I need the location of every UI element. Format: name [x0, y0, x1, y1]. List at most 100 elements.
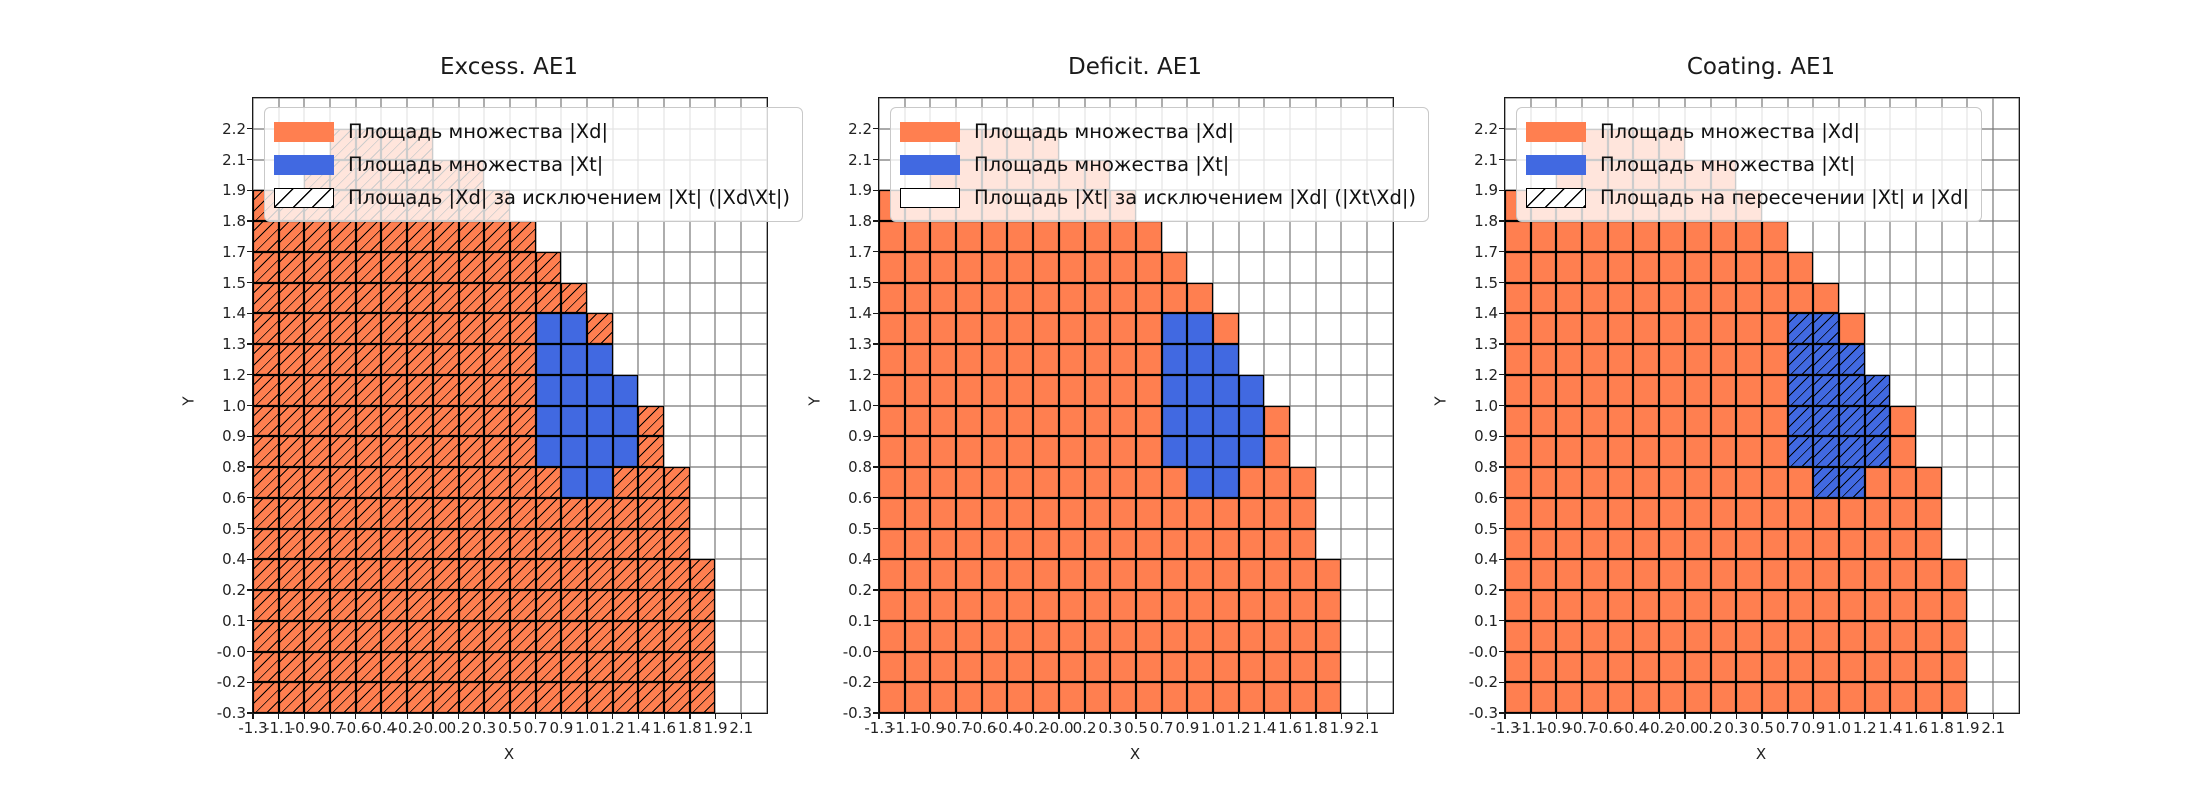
grid-cell	[381, 405, 408, 437]
y-axis-label: Y	[1431, 396, 1450, 406]
y-axis-label: Y	[805, 396, 824, 406]
grid-cell	[1838, 528, 1865, 560]
grid-cell	[1530, 620, 1557, 652]
grid-cell	[1967, 621, 1993, 652]
grid-cell	[278, 651, 305, 683]
x-tick-mark	[955, 713, 957, 719]
grid-cell	[1161, 528, 1188, 560]
y-tick-label: 1.5	[848, 273, 872, 292]
grid-cell	[1761, 651, 1788, 683]
plot-axes: Площадь множества |Xd| Площадь множества…	[1469, 97, 2020, 737]
grid-cell	[1212, 374, 1239, 406]
grid-cell	[1161, 682, 1188, 713]
grid-cell	[278, 497, 305, 529]
grid-cell	[1942, 467, 1968, 498]
grid-cell	[1967, 375, 1993, 406]
legend-swatch-xd	[1526, 121, 1586, 142]
x-tick-label: -1.1	[1516, 719, 1546, 737]
grid-cell	[1316, 529, 1342, 560]
grid-cell	[1290, 528, 1316, 560]
grid-cell	[407, 221, 433, 252]
grid-cell	[586, 436, 613, 467]
grid-cell	[1033, 344, 1059, 375]
x-tick-label: 1.6	[652, 719, 677, 737]
grid-cell	[715, 621, 741, 652]
x-tick-mark	[1315, 713, 1317, 719]
grid-cell	[304, 374, 331, 406]
grid-cell	[1187, 313, 1213, 344]
grid-cell	[1787, 528, 1814, 560]
grid-cell	[690, 375, 716, 406]
y-tick-label: 1.5	[1474, 273, 1498, 292]
grid-cell	[1582, 405, 1608, 437]
y-tick-label: 1.7	[222, 242, 246, 261]
grid-cell	[535, 620, 562, 652]
x-tick-mark	[878, 713, 880, 719]
grid-cell	[407, 282, 433, 314]
grid-cell	[930, 313, 957, 344]
x-tick-label: -0.0	[1044, 719, 1074, 737]
grid-cell	[304, 682, 331, 713]
x-tick-label: -0.0	[1670, 719, 1700, 737]
grid-cell	[612, 651, 639, 683]
grid-cell	[561, 221, 587, 252]
grid-cell	[1556, 620, 1583, 652]
grid-cell	[1864, 559, 1891, 590]
grid-cell	[1967, 252, 1993, 283]
grid-cell	[1942, 406, 1968, 437]
grid-cell	[981, 682, 1008, 713]
grid-cell	[1212, 651, 1239, 683]
grid-cell	[1864, 497, 1891, 529]
grid-cell	[1813, 405, 1839, 437]
y-tick-mark	[873, 220, 879, 222]
grid-cell	[1607, 497, 1634, 529]
grid-cell	[1787, 344, 1814, 375]
grid-cell	[432, 528, 459, 560]
grid-cell	[432, 282, 459, 314]
grid-cell	[253, 251, 279, 283]
grid-cell	[664, 467, 690, 498]
grid-cell	[407, 682, 433, 713]
y-tick-mark	[873, 312, 879, 314]
grid-cell	[664, 651, 690, 683]
grid-cell	[981, 497, 1008, 529]
legend-swatch-xt	[274, 154, 334, 175]
grid-cell	[1213, 221, 1239, 252]
grid-cell	[638, 620, 664, 652]
grid-cell	[1530, 282, 1557, 314]
grid-cell	[535, 497, 562, 529]
grid-cell	[1341, 313, 1367, 344]
grid-cell	[1007, 590, 1034, 621]
y-tick-label: 0.2	[1474, 581, 1498, 599]
grid-cell	[613, 283, 639, 314]
grid-cell	[1161, 559, 1188, 590]
grid-cell	[330, 682, 356, 713]
grid-cell	[1942, 498, 1968, 529]
y-tick-mark	[873, 466, 879, 468]
grid-cell	[1633, 651, 1660, 683]
grid-cell	[1556, 467, 1583, 498]
grid-cell	[535, 313, 562, 344]
y-tick-label: 2.1	[848, 150, 872, 169]
grid-cell	[1916, 283, 1942, 314]
grid-cell	[458, 221, 485, 252]
grid-cell	[1058, 590, 1085, 621]
grid-cell	[1967, 436, 1993, 467]
grid-cell	[407, 590, 433, 621]
grid-cell	[1993, 406, 2019, 437]
grid-cell	[1135, 374, 1162, 406]
grid-cell	[1736, 405, 1762, 437]
x-tick-label: -0.2	[1018, 719, 1048, 737]
grid-cell	[1942, 344, 1968, 375]
grid-cell	[1684, 682, 1711, 713]
y-tick-label: 1.4	[1474, 304, 1498, 323]
grid-cell	[613, 221, 639, 252]
x-tick-mark	[1941, 713, 1943, 719]
grid-cell	[1993, 129, 2019, 160]
x-tick-mark	[1864, 713, 1866, 719]
grid-cell	[586, 313, 613, 344]
grid-cell	[587, 252, 613, 283]
grid-cell	[1556, 559, 1583, 590]
grid-cell	[1865, 344, 1891, 375]
grid-cell	[1684, 528, 1711, 560]
